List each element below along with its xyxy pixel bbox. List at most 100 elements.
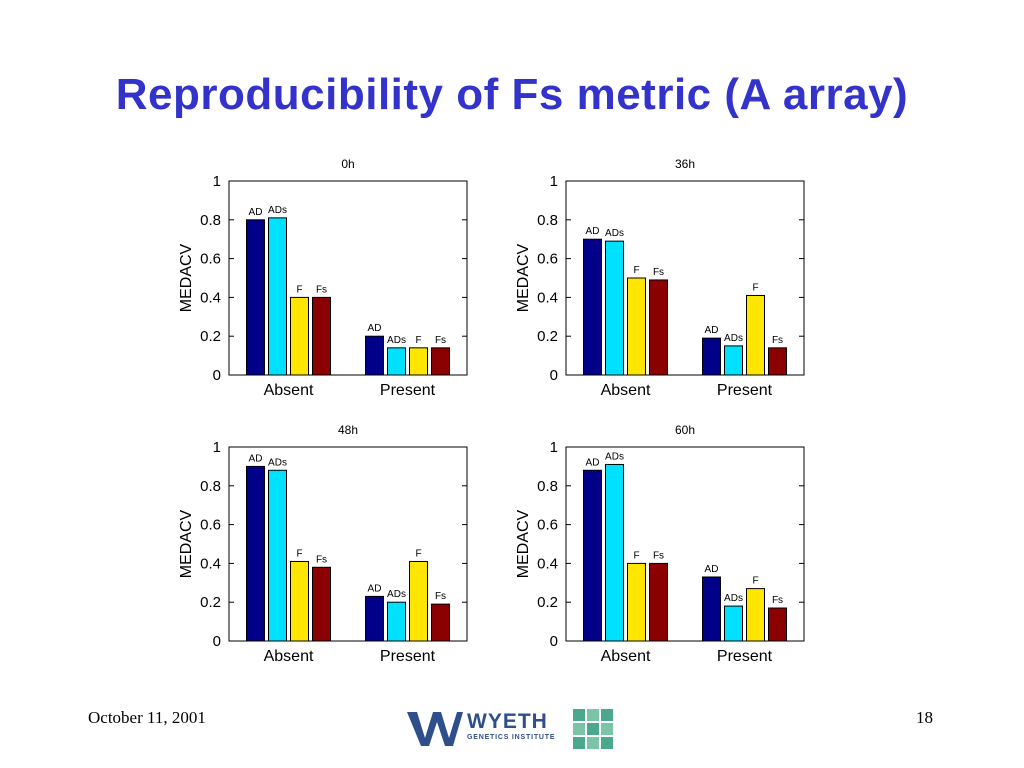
x-tick-label: Present: [717, 648, 773, 665]
y-tick-label: 0.2: [200, 328, 221, 345]
bar-f-present: [746, 588, 765, 642]
bar-ads-present: [387, 601, 406, 642]
wyeth-logo: WYETH GENETICS INSTITUTE: [405, 708, 615, 750]
y-tick-label: 0.8: [200, 212, 221, 229]
bar-ad-present: [365, 595, 384, 642]
bar-label: Fs: [316, 554, 327, 565]
bar-label: Fs: [435, 591, 446, 602]
y-tick-label: 0.4: [200, 555, 221, 572]
plot-frame: [228, 446, 468, 642]
y-tick-label: 1: [550, 439, 558, 456]
chart-0h: 0h MEDACV AD ADs F Fs Absent AD ADs F Fs Present 0 0.…: [178, 157, 468, 399]
bar-label: F: [415, 548, 421, 559]
x-tick-label: Present: [380, 648, 436, 665]
bar-label: F: [296, 284, 302, 295]
chart-36h: 36h MEDACV AD ADs F Fs Absent AD ADs F Fs Present 0 0…: [515, 157, 805, 399]
chart-title: 60h: [675, 423, 695, 437]
chart-48h: 48h MEDACV AD ADs F Fs Absent AD ADs F Fs Present 0 0…: [178, 423, 468, 665]
bar-fs-present: [768, 607, 787, 642]
y-tick-label: 0.2: [537, 328, 558, 345]
bar-label: F: [752, 576, 758, 587]
bar-label: ADs: [605, 451, 624, 462]
bar-label: F: [633, 550, 639, 561]
chart-title: 0h: [341, 157, 354, 171]
bar-label: AD: [368, 323, 382, 334]
y-tick-label: 0.8: [537, 478, 558, 495]
bar-ad-absent: [246, 219, 265, 376]
y-tick-label: 0: [550, 633, 558, 650]
chart-60h: 60h MEDACV AD ADs F Fs Absent AD ADs F Fs Present 0 0…: [515, 423, 805, 665]
bar-fs-present: [431, 347, 450, 376]
bar-ad-absent: [583, 238, 602, 376]
bar-fs-absent: [649, 279, 668, 376]
y-tick-label: 0.6: [200, 251, 221, 268]
footer-date: October 11, 2001: [88, 708, 206, 727]
y-axis-label: MEDACV: [178, 509, 195, 578]
chart-title: 36h: [675, 157, 695, 171]
y-tick-label: 1: [550, 173, 558, 190]
bar-f-present: [409, 560, 428, 642]
bar-ads-absent: [268, 469, 287, 642]
bar-label: AD: [249, 207, 263, 218]
bar-label: AD: [705, 325, 719, 336]
y-tick-label: 0.2: [200, 594, 221, 611]
wyeth-logo-mark-icon: [407, 712, 463, 746]
bar-fs-absent: [649, 562, 668, 642]
bar-ads-present: [724, 345, 743, 376]
slide-title: Reproducibility of Fs metric (A array): [115, 70, 909, 119]
y-tick-label: 0.4: [537, 555, 558, 572]
bar-label: AD: [705, 564, 719, 575]
bar-ad-absent: [246, 465, 265, 642]
bar-label: ADs: [387, 335, 406, 346]
bar-f-present: [409, 347, 428, 376]
bar-label: F: [296, 548, 302, 559]
bar-fs-absent: [312, 296, 331, 376]
y-tick-label: 0.8: [200, 478, 221, 495]
bar-f-absent: [290, 296, 309, 376]
bar-ad-present: [702, 576, 721, 642]
bar-label: AD: [249, 453, 263, 464]
logo-text: WYETH: [467, 710, 548, 733]
y-tick-label: 1: [213, 173, 221, 190]
bar-ads-absent: [268, 217, 287, 376]
x-tick-label: Absent: [264, 648, 314, 665]
bar-label: Fs: [772, 335, 783, 346]
bar-label: ADs: [605, 228, 624, 239]
y-tick-label: 0: [213, 633, 221, 650]
y-tick-label: 0.6: [537, 251, 558, 268]
plot-frame: [565, 180, 805, 376]
plot-frame: [565, 446, 805, 642]
bar-ad-present: [365, 335, 384, 376]
y-tick-label: 0.2: [537, 594, 558, 611]
bar-f-absent: [627, 562, 646, 642]
x-tick-label: Absent: [601, 382, 651, 399]
logo-grid-icon: [573, 709, 613, 749]
y-tick-label: 0.4: [200, 289, 221, 306]
y-tick-label: 0.8: [537, 212, 558, 229]
bar-fs-present: [768, 347, 787, 376]
logo-subtext: GENETICS INSTITUTE: [467, 734, 556, 741]
bar-label: AD: [368, 583, 382, 594]
bar-label: Fs: [435, 335, 446, 346]
bar-label: F: [415, 335, 421, 346]
bar-label: Fs: [772, 595, 783, 606]
x-tick-label: Absent: [601, 648, 651, 665]
y-tick-label: 0: [550, 367, 558, 384]
bar-label: ADs: [268, 457, 287, 468]
bar-ads-present: [724, 605, 743, 642]
x-tick-label: Present: [717, 382, 773, 399]
x-tick-label: Absent: [264, 382, 314, 399]
bar-label: ADs: [724, 333, 743, 344]
chart-title: 48h: [338, 423, 358, 437]
bar-fs-present: [431, 603, 450, 642]
bar-label: F: [752, 282, 758, 293]
bar-label: ADs: [724, 593, 743, 604]
y-axis-label: MEDACV: [515, 243, 532, 312]
y-tick-label: 0: [213, 367, 221, 384]
bar-ads-absent: [605, 240, 624, 376]
bar-ad-present: [702, 337, 721, 376]
bar-label: Fs: [316, 284, 327, 295]
bar-ads-absent: [605, 463, 624, 642]
bar-label: ADs: [268, 205, 287, 216]
bar-ads-present: [387, 347, 406, 376]
